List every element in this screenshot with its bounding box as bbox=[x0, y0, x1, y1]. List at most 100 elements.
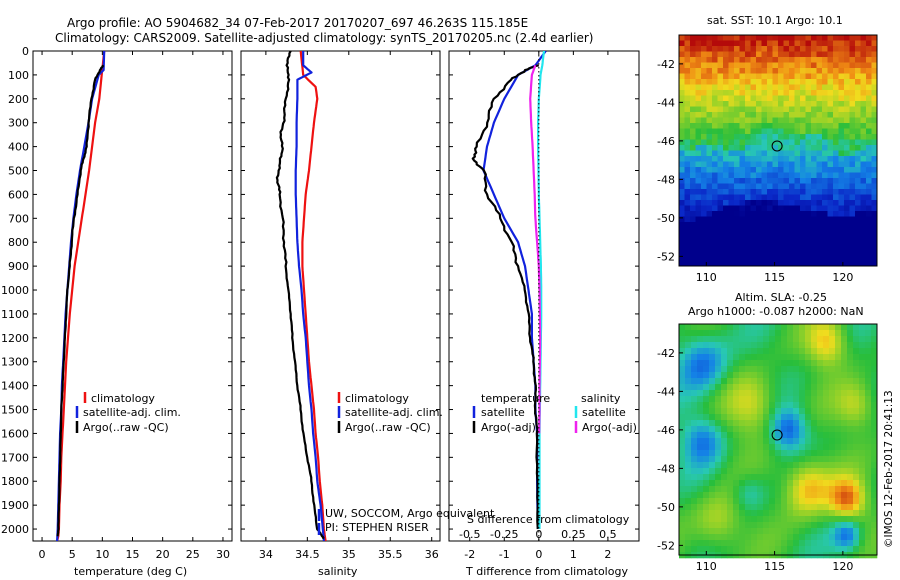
map-cell bbox=[690, 150, 696, 157]
map-cell bbox=[733, 342, 740, 349]
map-cell bbox=[679, 227, 685, 234]
map-cell bbox=[745, 90, 751, 96]
map-cell bbox=[789, 238, 795, 245]
map-cell bbox=[859, 450, 866, 457]
map-cell bbox=[717, 84, 724, 91]
map-x-tick-label: 115 bbox=[764, 560, 785, 573]
x-tick-label: 10 bbox=[95, 548, 109, 561]
map-cell bbox=[727, 372, 734, 379]
map-cell bbox=[799, 348, 806, 355]
map-cell bbox=[849, 46, 856, 52]
x-tick-label: -1 bbox=[499, 548, 510, 561]
map-cell bbox=[761, 139, 768, 146]
map-cell bbox=[751, 342, 758, 349]
map-cell bbox=[847, 336, 854, 343]
map-cell bbox=[800, 233, 806, 239]
map-cell bbox=[805, 194, 812, 201]
map-cell bbox=[805, 390, 812, 397]
map-cell bbox=[829, 342, 836, 349]
map-cell bbox=[871, 492, 878, 499]
map-cell bbox=[750, 255, 757, 261]
map-cell bbox=[853, 342, 860, 349]
map-cell bbox=[835, 480, 842, 487]
sla-map bbox=[679, 324, 878, 559]
difference-x-label: T difference from climatology bbox=[465, 565, 628, 578]
map-cell bbox=[697, 330, 704, 337]
map-cell bbox=[685, 504, 692, 511]
map-cell bbox=[844, 51, 850, 58]
map-cell bbox=[684, 211, 691, 217]
map-cell bbox=[727, 408, 734, 415]
map-cell bbox=[745, 216, 751, 223]
map-cell bbox=[772, 35, 779, 41]
map-cell bbox=[844, 244, 850, 250]
map-cell bbox=[787, 324, 794, 331]
map-cell bbox=[799, 372, 806, 379]
map-cell bbox=[728, 68, 735, 74]
map-cell bbox=[679, 106, 685, 113]
map-cell bbox=[757, 378, 764, 385]
map-cell bbox=[849, 183, 856, 190]
map-cell bbox=[690, 205, 696, 212]
map-cell bbox=[685, 426, 692, 433]
map-cell bbox=[697, 372, 704, 379]
map-cell bbox=[787, 348, 794, 355]
map-cell bbox=[816, 222, 823, 228]
map-cell bbox=[775, 390, 782, 397]
map-cell bbox=[844, 172, 850, 179]
map-cell bbox=[783, 161, 790, 168]
map-cell bbox=[697, 480, 704, 487]
map-cell bbox=[787, 366, 794, 373]
map-cell bbox=[778, 46, 784, 52]
map-cell bbox=[793, 534, 800, 541]
map-cell bbox=[695, 117, 702, 124]
map-cell bbox=[679, 194, 685, 201]
series-line bbox=[275, 51, 325, 540]
map-cell bbox=[847, 402, 854, 409]
map-cell bbox=[855, 178, 861, 184]
map-cell bbox=[816, 35, 823, 41]
map-cell bbox=[855, 73, 861, 80]
map-cell bbox=[745, 396, 752, 403]
map-cell bbox=[750, 211, 757, 217]
map-cell bbox=[847, 456, 854, 463]
map-cell bbox=[855, 222, 861, 228]
map-cell bbox=[723, 227, 729, 234]
map-cell bbox=[822, 249, 828, 256]
map-y-tick-label: -48 bbox=[657, 462, 675, 475]
map-cell bbox=[835, 342, 842, 349]
map-cell bbox=[827, 150, 834, 157]
map-cell bbox=[865, 486, 872, 493]
map-cell bbox=[844, 189, 850, 195]
map-cell bbox=[712, 222, 718, 228]
map-cell bbox=[679, 134, 685, 140]
map-cell bbox=[811, 468, 818, 475]
map-cell bbox=[757, 366, 764, 373]
map-cell bbox=[709, 474, 716, 481]
map-cell bbox=[855, 68, 861, 74]
map-cell bbox=[727, 546, 734, 553]
map-cell bbox=[823, 546, 830, 553]
difference-plot-frame bbox=[448, 50, 640, 542]
map-cell bbox=[811, 79, 817, 85]
map-cell bbox=[697, 438, 704, 445]
map-cell bbox=[865, 534, 872, 541]
map-cell bbox=[715, 390, 722, 397]
map-cell bbox=[853, 510, 860, 517]
map-cell bbox=[865, 528, 872, 535]
map-cell bbox=[838, 128, 845, 135]
map-cell bbox=[757, 534, 764, 541]
map-cell bbox=[805, 450, 812, 457]
map-cell bbox=[679, 426, 686, 433]
map-y-tick-label: -50 bbox=[657, 212, 675, 225]
map-cell bbox=[723, 178, 729, 184]
map-cell bbox=[695, 200, 702, 206]
map-cell bbox=[745, 468, 752, 475]
map-cell bbox=[823, 504, 830, 511]
map-cell bbox=[841, 450, 848, 457]
series-line bbox=[529, 64, 542, 434]
map-cell bbox=[745, 222, 751, 228]
map-cell bbox=[703, 348, 710, 355]
map-cell bbox=[794, 123, 801, 129]
map-cell bbox=[794, 172, 801, 179]
